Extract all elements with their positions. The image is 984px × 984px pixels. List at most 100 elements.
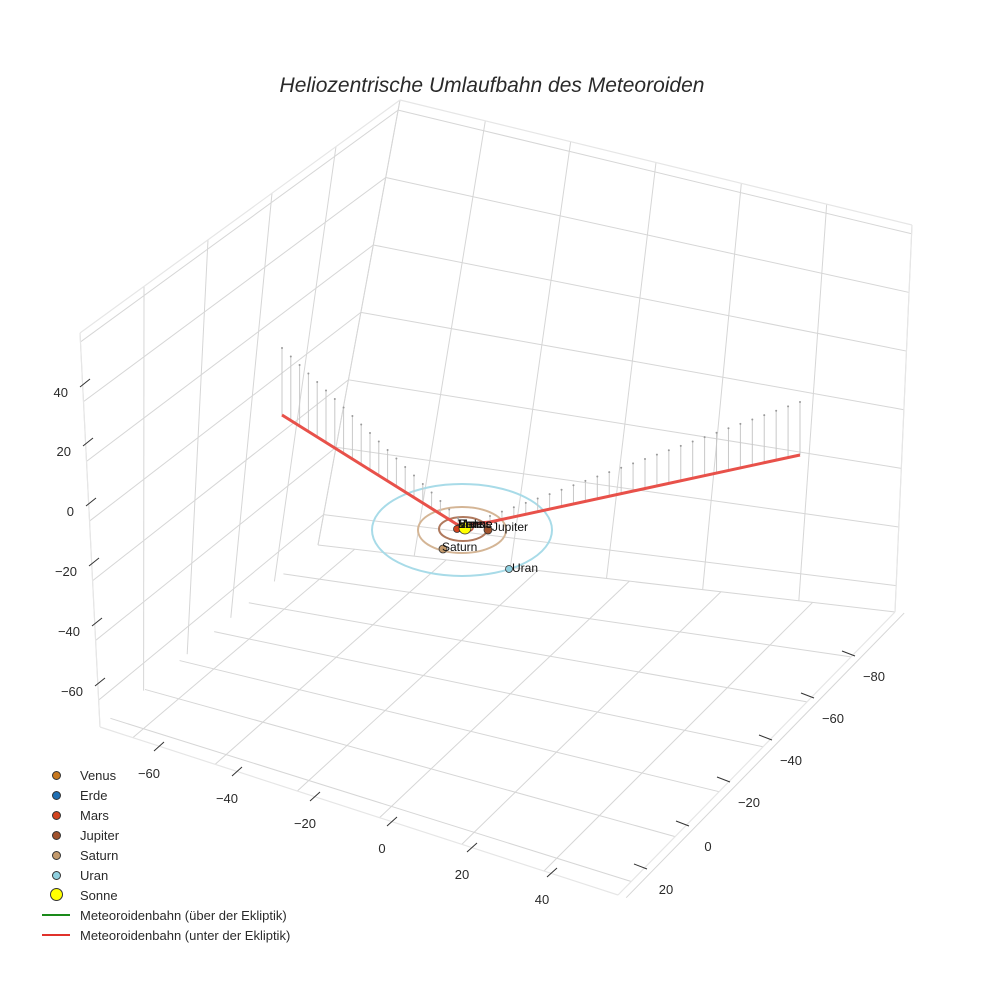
dropline-marker	[404, 466, 407, 468]
grid-lines	[79, 99, 913, 899]
z-tick	[94, 677, 106, 687]
dropline-marker	[316, 381, 319, 383]
dropline-marker	[448, 508, 451, 511]
grid-line	[509, 141, 572, 568]
z-tick	[85, 497, 97, 507]
legend[interactable]: Venus Erde Mars Jupiter Saturn Uran Sonne Meteo…	[40, 765, 290, 945]
box-edge	[99, 726, 619, 896]
dropline-marker	[457, 517, 459, 519]
planet-sonne	[458, 521, 472, 535]
legend-label: Jupiter	[80, 827, 120, 843]
legend-item[interactable]: Meteoroidenbahn (unter der Ekliptik)	[40, 925, 290, 945]
legend-item[interactable]: Mars	[40, 805, 290, 825]
dropline-marker	[715, 431, 718, 434]
dropline-marker	[342, 406, 345, 409]
z-tick-label: −60	[61, 684, 83, 699]
dropline-marker	[667, 449, 670, 452]
line-swatch-icon	[40, 925, 72, 945]
legend-item[interactable]: Jupiter	[40, 825, 290, 845]
marker-swatch-icon	[40, 885, 72, 905]
legend-label: Mars	[80, 807, 109, 823]
dropline-marker	[377, 440, 380, 443]
marker-swatch-icon	[40, 825, 72, 845]
legend-item[interactable]: Uran	[40, 865, 290, 885]
y-tick	[841, 650, 856, 657]
grid-line	[373, 244, 907, 352]
legend-item[interactable]: Venus	[40, 765, 290, 785]
x-tick	[546, 867, 558, 878]
grid-line	[317, 544, 896, 613]
dropline-marker	[763, 414, 766, 417]
grid-line	[248, 602, 808, 703]
legend-item[interactable]: Meteoroidenbahn (über der Ekliptik)	[40, 905, 290, 925]
y-tick-label: −80	[863, 669, 885, 684]
dropline-marker	[632, 462, 635, 465]
dropline-marker	[775, 409, 778, 412]
grid-line	[98, 514, 324, 701]
planet-label-uran: Uran	[512, 561, 538, 575]
dropline-marker	[799, 401, 801, 403]
grid-line	[348, 379, 902, 469]
dropline-marker	[691, 440, 694, 443]
legend-item[interactable]: Erde	[40, 785, 290, 805]
planet-label-saturn: Saturn	[442, 540, 477, 554]
grid-line	[80, 109, 399, 343]
grid-line	[92, 379, 349, 582]
grid-line	[398, 109, 912, 235]
dropline-marker	[289, 355, 292, 358]
grid-line	[186, 239, 209, 655]
orbit-saturn	[417, 506, 507, 554]
dropline-marker	[679, 444, 682, 447]
grid-line	[385, 177, 910, 293]
grid-line	[230, 193, 273, 618]
x-tick-label: −20	[294, 816, 316, 831]
dropline-marker	[333, 398, 336, 400]
meteoroid-droplines	[281, 347, 801, 525]
grid-line	[89, 311, 362, 522]
dropline-marker	[608, 471, 611, 474]
grid-line	[379, 580, 630, 819]
grid-line	[132, 548, 355, 739]
y-tick-label: 0	[704, 839, 711, 854]
planet-label-sonne: Sonne	[458, 517, 493, 531]
dropline-marker	[644, 458, 646, 460]
z-tick-label: −20	[55, 564, 77, 579]
planet-label-mars: Mars	[458, 517, 485, 531]
planet-saturn	[438, 544, 448, 554]
dropline-marker	[395, 457, 398, 460]
axis-ticks: 40 20 0 −20 −40 −60 −60 −40 −20 0 20 40 −80 −60 −40 −20…	[54, 378, 885, 907]
dropline-marker	[281, 347, 283, 349]
grid-line	[317, 99, 401, 546]
marker-swatch-icon	[40, 785, 72, 805]
grid-line	[461, 591, 722, 845]
dropline-marker	[560, 488, 563, 491]
box-edge	[894, 224, 913, 613]
x-tick	[309, 791, 321, 802]
x-tick-label: −40	[216, 791, 238, 806]
y-tick-label: −60	[822, 711, 844, 726]
legend-item[interactable]: Saturn	[40, 845, 290, 865]
grid-line	[323, 514, 897, 587]
y-tick-label: −20	[738, 795, 760, 810]
y-tick	[758, 734, 773, 741]
orbit-uran	[371, 483, 553, 577]
legend-label: Meteoroidenbahn (über der Ekliptik)	[80, 907, 287, 923]
box-edge	[79, 99, 401, 334]
legend-label: Saturn	[80, 847, 119, 863]
legend-item[interactable]: Sonne	[40, 885, 290, 905]
grid-line	[702, 183, 742, 590]
y-tick	[800, 692, 815, 699]
dropline-marker	[787, 405, 790, 408]
x-tick	[153, 741, 165, 752]
grid-line	[335, 446, 899, 528]
dropline-marker	[351, 415, 354, 417]
x-tick-label: 40	[535, 892, 549, 907]
line-swatch-icon	[40, 905, 72, 925]
dropline-marker	[739, 422, 742, 425]
marker-swatch-icon	[40, 845, 72, 865]
legend-label: Erde	[80, 787, 108, 803]
meteoroid-path-below-ecliptic	[281, 413, 801, 527]
marker-swatch-icon	[40, 865, 72, 885]
